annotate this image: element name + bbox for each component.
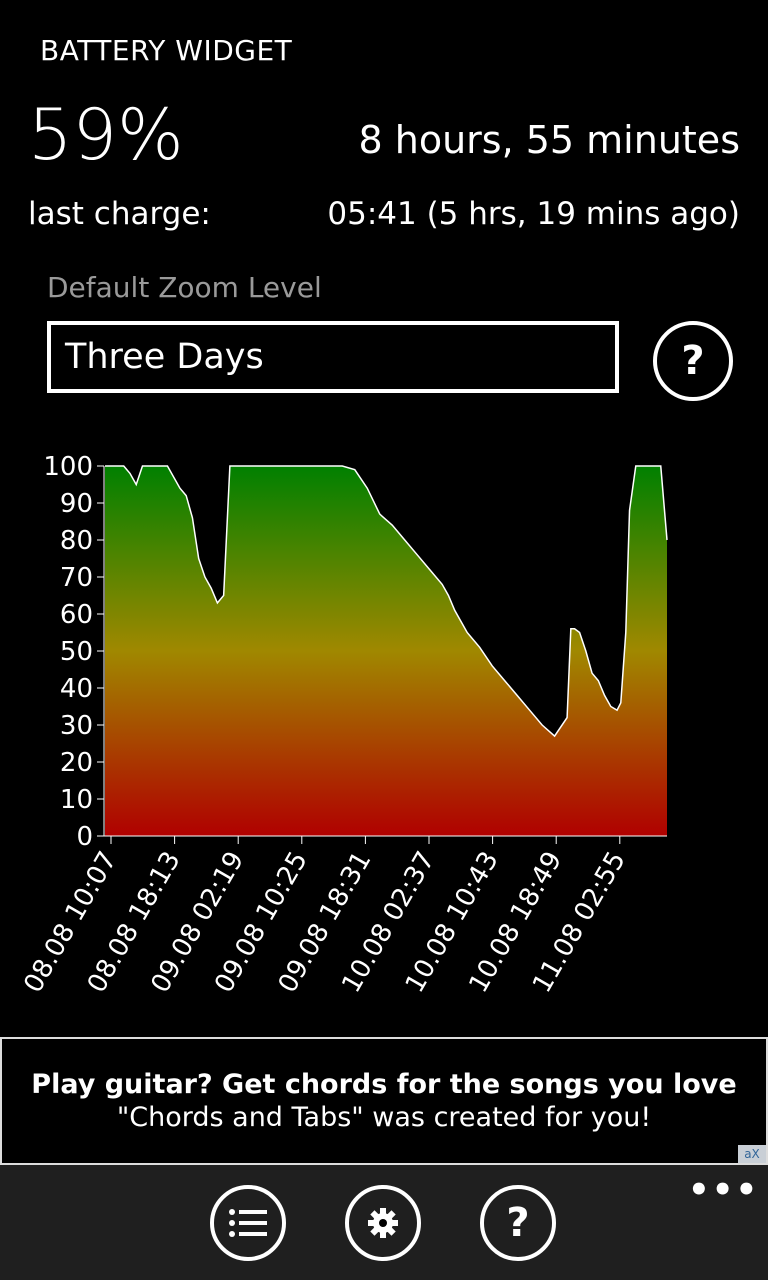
more-options-button[interactable]: •••: [688, 1170, 760, 1210]
gear-icon: [368, 1208, 398, 1238]
y-tick-label: 60: [60, 600, 93, 630]
battery-area: [105, 466, 667, 836]
y-tick-label: 90: [60, 489, 93, 519]
help-button[interactable]: ?: [480, 1185, 556, 1261]
y-tick-label: 50: [60, 637, 93, 667]
y-tick-label: 30: [60, 711, 93, 741]
y-tick-label: 0: [76, 822, 93, 852]
last-charge-value: 05:41 (5 hrs, 19 mins ago): [327, 196, 740, 232]
last-charge-label: last charge:: [28, 196, 211, 232]
y-tick-label: 80: [60, 526, 93, 556]
ad-subtext: "Chords and Tabs" was created for you!: [116, 1102, 652, 1133]
y-tick-label: 10: [60, 785, 93, 815]
ad-banner[interactable]: Play guitar? Get chords for the songs yo…: [0, 1037, 768, 1165]
y-tick-label: 70: [60, 563, 93, 593]
time-remaining: 8 hours, 55 minutes: [358, 118, 740, 162]
question-mark-icon: ?: [506, 1200, 530, 1246]
zoom-level-label: Default Zoom Level: [47, 271, 322, 304]
question-mark-icon: ?: [681, 338, 705, 384]
app-title: BATTERY WIDGET: [40, 34, 293, 67]
battery-percent: 59%: [28, 94, 184, 176]
settings-button[interactable]: [345, 1185, 421, 1261]
y-tick-label: 40: [60, 674, 93, 704]
list-button[interactable]: [210, 1185, 286, 1261]
zoom-help-button[interactable]: ?: [653, 321, 733, 401]
ad-badge[interactable]: aX: [738, 1145, 766, 1163]
y-tick-label: 100: [43, 452, 93, 482]
battery-line: [105, 465, 668, 738]
y-tick-label: 20: [60, 748, 93, 778]
list-icon: [229, 1209, 267, 1237]
ad-headline: Play guitar? Get chords for the songs yo…: [31, 1069, 737, 1100]
zoom-level-select[interactable]: Three Days: [47, 321, 619, 393]
zoom-level-value: Three Days: [65, 337, 264, 377]
